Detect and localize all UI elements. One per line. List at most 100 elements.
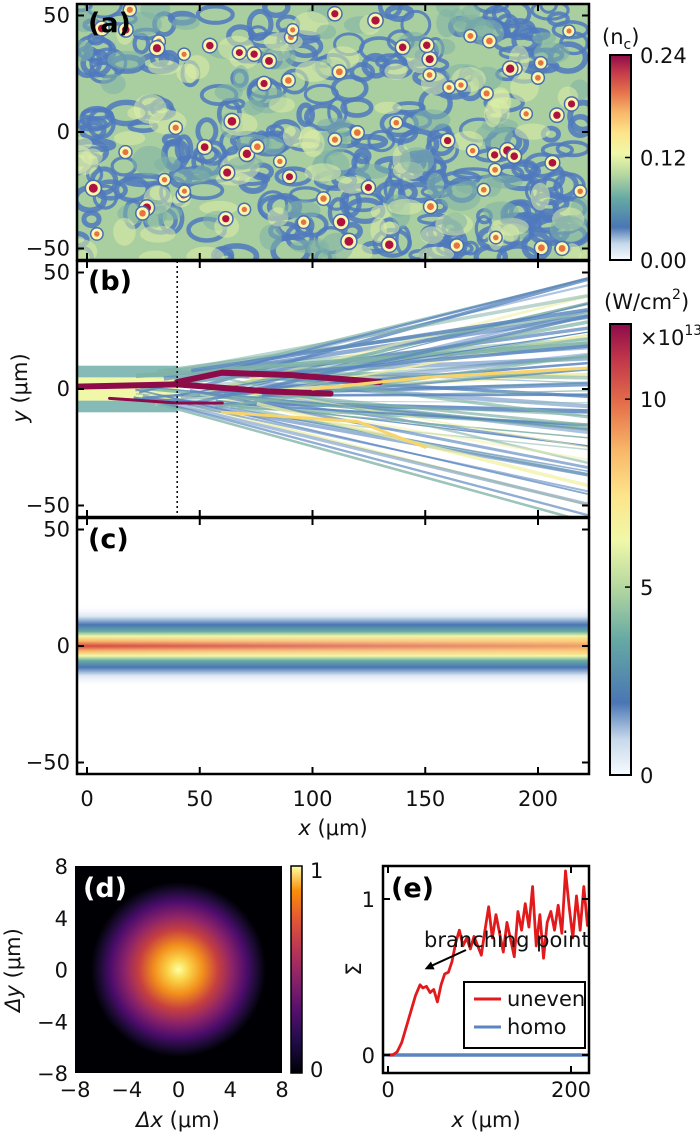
colorbar-b-unit: (W/cm2) [604, 287, 689, 314]
density-patch [295, 60, 332, 82]
density-contour [303, 83, 339, 105]
density-patch [229, 155, 263, 170]
density-patch [380, 221, 400, 235]
density-peak [285, 77, 292, 84]
density-peak [443, 136, 452, 145]
panel-b-label: (b) [88, 266, 132, 297]
panel-c-label: (c) [88, 524, 129, 555]
density-patch [501, 224, 520, 242]
density-patch [77, 40, 94, 62]
density-peak [426, 72, 433, 78]
hot-filament [174, 369, 384, 386]
ytick-label: 50 [43, 261, 70, 285]
xtick-label: 150 [405, 787, 445, 811]
density-peak [260, 79, 268, 88]
density-peak [335, 68, 343, 76]
density-contour [349, 62, 376, 83]
density-contour [262, 4, 291, 19]
colorbar-tick-label: 0 [640, 764, 653, 788]
density-patch [259, 224, 282, 250]
density-patch [514, 123, 551, 140]
density-peak [486, 37, 493, 45]
density-contour [530, 4, 570, 21]
hot-filament [77, 381, 334, 397]
density-peak [222, 215, 230, 223]
density-map [77, 4, 589, 260]
panel-e-ylabel: Σ [342, 962, 366, 975]
density-peak [371, 16, 380, 25]
density-peak [181, 51, 187, 57]
xtick-label: −4 [111, 1078, 142, 1102]
density-peak [537, 244, 545, 252]
colorbar-b-multiplier: ×1013 [640, 323, 700, 350]
ytick-label: 50 [43, 518, 70, 542]
density-peak [206, 41, 214, 50]
density-peak [331, 136, 339, 143]
density-patch [299, 126, 320, 153]
density-patch [486, 175, 524, 189]
xtick-label: 0 [80, 787, 93, 811]
xtick-label: 50 [186, 787, 213, 811]
density-contour [521, 230, 553, 260]
density-patch [475, 122, 514, 148]
density-peak [483, 90, 490, 97]
density-patch [420, 226, 444, 245]
filament [175, 293, 588, 373]
density-peak [566, 28, 572, 34]
density-peak [265, 56, 273, 65]
annotation-arrow [424, 949, 467, 970]
density-patch [355, 163, 390, 179]
panel-d-ylabel: Δy (μm) [1, 928, 25, 1014]
density-contour [384, 4, 415, 23]
density-peak [446, 84, 452, 91]
density-peak [506, 64, 515, 73]
density-patch [384, 63, 407, 80]
density-patch [442, 212, 468, 232]
panel-a: (a) 50 0 −50 [26, 2, 591, 262]
density-patch [449, 8, 466, 27]
density-patch [387, 198, 423, 215]
filament [145, 386, 588, 431]
ytick-label: 0 [57, 377, 70, 401]
ytick-label: −4 [37, 1010, 68, 1034]
colorbar-tick-label: 0.24 [640, 44, 687, 68]
panel-c-xlabel: x (μm) [297, 816, 367, 840]
density-peak [469, 147, 476, 154]
density-patch [400, 147, 435, 174]
panel-b-ylabel: y (μm) [8, 353, 32, 423]
filament [176, 403, 589, 506]
density-peak [139, 209, 146, 217]
density-patch [107, 50, 146, 70]
ytick-label: 0 [362, 1044, 375, 1068]
beam-fade [77, 637, 589, 655]
density-patch [370, 217, 387, 243]
panel-b: (b) 50 0 −50 y (μm) [8, 259, 591, 519]
ytick-label: 8 [55, 855, 68, 879]
ytick-label: 1 [362, 888, 375, 912]
legend-label-uneven: uneven [507, 987, 585, 1011]
density-contour [246, 8, 274, 40]
density-peak [172, 124, 179, 131]
density-patch [138, 250, 172, 260]
colorbar-a: (nc) 0.24 0.12 0.00 [602, 25, 687, 273]
density-peak [453, 242, 460, 249]
filament [135, 388, 588, 495]
density-contour [195, 4, 235, 25]
density-peak [94, 231, 100, 237]
density-peak [320, 195, 327, 202]
ytick-label: −8 [37, 1062, 68, 1086]
panel-e-frame [381, 864, 591, 1075]
density-peak [242, 149, 252, 159]
density-peak [235, 49, 243, 57]
xtick-label: 4 [224, 1078, 237, 1102]
density-peak [353, 129, 361, 136]
density-peak [223, 168, 232, 177]
density-patch [100, 73, 126, 95]
density-patch [289, 239, 326, 253]
annotation-branching-point: branching point [424, 928, 590, 952]
density-patch [172, 168, 211, 184]
panel-e-xlabel: x (μm) [450, 1108, 520, 1132]
intensity-filaments [77, 277, 589, 517]
ytick-label: 4 [55, 907, 68, 931]
density-contour [567, 114, 589, 139]
